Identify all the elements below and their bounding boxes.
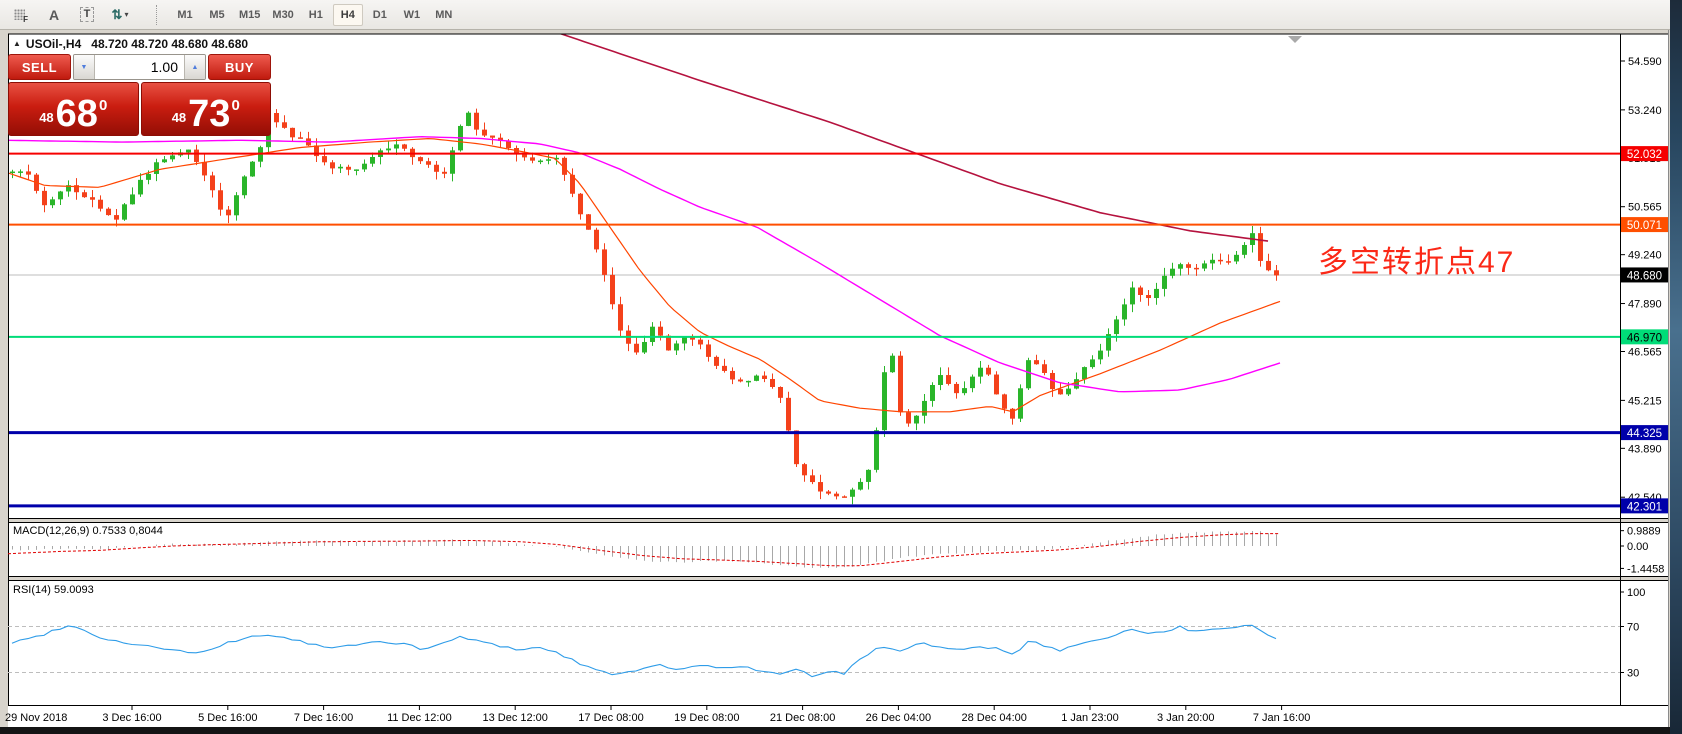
svg-text:3 Jan 20:00: 3 Jan 20:00 xyxy=(1157,712,1215,724)
volume-decrease-button[interactable]: ▼ xyxy=(74,55,95,79)
svg-text:45.215: 45.215 xyxy=(1628,395,1662,407)
svg-text:19 Dec 08:00: 19 Dec 08:00 xyxy=(674,712,739,724)
svg-text:1 Jan 23:00: 1 Jan 23:00 xyxy=(1061,712,1119,724)
tf-button-D1[interactable]: D1 xyxy=(365,4,395,26)
svg-text:30: 30 xyxy=(1627,668,1639,680)
chart-annotation: 多空转折点47 xyxy=(1318,246,1516,279)
svg-text:-1.4458: -1.4458 xyxy=(1627,563,1664,575)
svg-text:17 Dec 08:00: 17 Dec 08:00 xyxy=(578,712,643,724)
text-label-letter: A xyxy=(48,6,60,23)
sell-button[interactable]: SELL xyxy=(8,54,71,80)
svg-text:46.970: 46.970 xyxy=(1627,332,1662,344)
svg-text:100: 100 xyxy=(1627,587,1645,599)
buy-price-sup: 0 xyxy=(231,97,240,114)
svg-text:0.00: 0.00 xyxy=(1627,541,1648,553)
svg-text:0.9889: 0.9889 xyxy=(1627,526,1661,538)
svg-text:3 Dec 16:00: 3 Dec 16:00 xyxy=(102,712,161,724)
timeframe-group: M1 M5 M15 M30 H1 H4 D1 W1 MN xyxy=(170,3,459,26)
buy-button[interactable]: BUY xyxy=(208,54,271,80)
svg-text:46.565: 46.565 xyxy=(1628,347,1662,359)
tick-chart-letter: F xyxy=(23,14,28,24)
sort-arrows-icon: ⇅ xyxy=(111,6,123,22)
rsi-label: RSI(14) 59.0093 xyxy=(13,584,94,596)
volume-increase-button[interactable]: ▲ xyxy=(184,55,205,79)
collapse-triangle-icon[interactable]: ▲ xyxy=(13,39,21,48)
svg-text:43.890: 43.890 xyxy=(1628,443,1662,455)
sell-price-big: 68 xyxy=(55,92,98,135)
svg-text:42.301: 42.301 xyxy=(1627,501,1662,513)
svg-text:52.032: 52.032 xyxy=(1627,149,1662,161)
ohlc-values: 48.720 48.720 48.680 48.680 xyxy=(91,37,249,51)
grid-dots-icon xyxy=(14,9,26,20)
svg-text:13 Dec 12:00: 13 Dec 12:00 xyxy=(482,712,547,724)
svg-text:44.325: 44.325 xyxy=(1627,428,1662,440)
sell-price-sup: 0 xyxy=(98,97,108,114)
macd-label: MACD(12,26,9) 0.7533 0,8044 xyxy=(13,525,163,537)
svg-text:28 Dec 04:00: 28 Dec 04:00 xyxy=(961,712,1026,724)
tf-button-H4[interactable]: H4 xyxy=(332,3,363,26)
tf-button-M15[interactable]: M15 xyxy=(234,4,265,26)
svg-text:53.240: 53.240 xyxy=(1628,105,1662,117)
chevron-down-icon: ▾ xyxy=(124,10,129,19)
svg-text:54.590: 54.590 xyxy=(1628,56,1662,68)
svg-text:5 Dec 16:00: 5 Dec 16:00 xyxy=(198,712,257,724)
svg-text:50.565: 50.565 xyxy=(1628,202,1662,214)
chart-title: ▲ USOil-,H4 48.720 48.720 48.680 48.680 xyxy=(13,37,248,51)
tick-chart-icon[interactable]: F xyxy=(8,4,34,26)
buy-price-panel[interactable]: 48 73 0 xyxy=(140,82,271,136)
svg-text:11 Dec 12:00: 11 Dec 12:00 xyxy=(387,712,452,724)
toolbar: F A T ⇅ ▾ M1 M5 M15 M30 H1 H4 D1 W1 MN xyxy=(0,0,1670,30)
sell-price-small: 48 xyxy=(39,110,54,125)
volume-input[interactable] xyxy=(95,55,184,79)
symbol-name: USOil-,H4 xyxy=(25,37,82,51)
svg-text:21 Dec 08:00: 21 Dec 08:00 xyxy=(770,712,835,724)
svg-text:47.890: 47.890 xyxy=(1628,299,1662,311)
text-label-icon[interactable]: A xyxy=(41,4,67,26)
text-box-letter: T xyxy=(79,7,95,22)
tf-button-MN[interactable]: MN xyxy=(429,4,459,26)
buy-price-small: 48 xyxy=(171,110,187,125)
svg-text:7 Jan 16:00: 7 Jan 16:00 xyxy=(1253,712,1311,724)
tf-button-W1[interactable]: W1 xyxy=(397,4,427,26)
tf-button-M1[interactable]: M1 xyxy=(170,4,200,26)
quote-top-row: SELL ▼ ▲ BUY xyxy=(8,54,271,80)
indicator-arrows-icon[interactable]: ⇅ ▾ xyxy=(107,4,133,26)
volume-control: ▼ ▲ xyxy=(73,54,206,80)
toolbar-separator xyxy=(156,4,158,25)
svg-text:48.680: 48.680 xyxy=(1627,270,1662,282)
svg-text:70: 70 xyxy=(1627,622,1639,634)
buy-price-big: 73 xyxy=(188,92,231,135)
tf-button-M30[interactable]: M30 xyxy=(267,4,298,26)
tf-button-M5[interactable]: M5 xyxy=(202,4,232,26)
svg-text:49.240: 49.240 xyxy=(1628,250,1662,262)
svg-text:26 Dec 04:00: 26 Dec 04:00 xyxy=(866,712,931,724)
svg-text:29 Nov 2018: 29 Nov 2018 xyxy=(5,712,67,724)
svg-text:50.071: 50.071 xyxy=(1627,220,1662,232)
sell-price-panel[interactable]: 48 68 0 xyxy=(8,82,139,136)
text-box-icon[interactable]: T xyxy=(74,4,100,26)
chevron-up-icon: ▲ xyxy=(191,63,199,71)
tf-button-H1[interactable]: H1 xyxy=(301,4,331,26)
svg-text:7 Dec 16:00: 7 Dec 16:00 xyxy=(294,712,353,724)
quote-price-row: 48 68 0 48 73 0 xyxy=(8,82,271,136)
chevron-down-icon: ▼ xyxy=(80,63,88,71)
